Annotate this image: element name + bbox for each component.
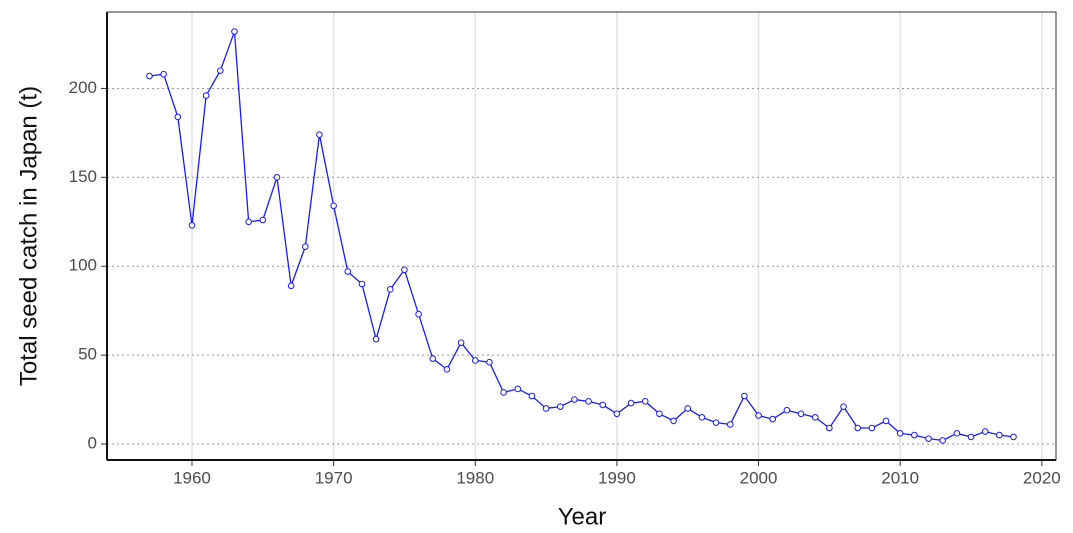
data-point	[882, 417, 890, 425]
data-point	[953, 430, 961, 437]
data-point	[741, 392, 748, 400]
x-tick-label: 2000	[740, 468, 778, 487]
data-point	[925, 435, 932, 442]
data-point	[287, 282, 295, 290]
data-point	[769, 415, 777, 423]
data-point	[585, 398, 592, 405]
data-line	[149, 31, 1014, 442]
data-point	[712, 419, 720, 426]
x-axis-title: Year	[558, 503, 607, 530]
data-point	[401, 266, 408, 274]
y-tick-label: 150	[69, 167, 97, 186]
x-tick-label: 2020	[1023, 468, 1061, 487]
data-point	[514, 385, 522, 393]
y-tick-label: 0	[88, 433, 97, 452]
data-point	[571, 396, 578, 403]
data-point	[542, 405, 550, 412]
data-point	[811, 414, 819, 421]
data-point	[641, 398, 649, 405]
data-point	[656, 410, 663, 418]
data-point	[372, 335, 380, 343]
data-point	[174, 113, 182, 121]
data-point	[259, 216, 267, 224]
data-point	[358, 280, 366, 288]
x-tick-label: 2010	[881, 468, 919, 487]
data-point	[386, 286, 394, 293]
data-point	[273, 174, 281, 181]
data-point	[896, 430, 904, 437]
data-point	[415, 310, 422, 318]
data-point	[826, 424, 833, 432]
data-point	[146, 72, 153, 80]
data-point	[330, 202, 337, 210]
x-tick-label: 1960	[173, 468, 211, 487]
data-point	[599, 401, 607, 409]
data-point	[160, 70, 167, 78]
y-tick-label: 200	[69, 78, 97, 97]
data-point	[1010, 433, 1017, 441]
y-tick-label: 100	[69, 256, 97, 275]
data-point	[755, 412, 762, 419]
data-point	[202, 92, 210, 99]
x-tick-label: 1970	[315, 468, 353, 487]
data-point	[967, 433, 975, 441]
data-point	[556, 403, 564, 410]
data-point	[217, 67, 224, 74]
data-point	[854, 424, 862, 432]
data-point	[231, 28, 238, 35]
x-tick-label: 1990	[598, 468, 636, 487]
data-point	[344, 268, 352, 275]
data-point	[783, 406, 791, 414]
data-point	[939, 437, 946, 444]
data-point	[245, 218, 252, 226]
x-tick-label: 1980	[456, 468, 494, 487]
data-point	[684, 405, 692, 412]
data-point	[528, 392, 536, 400]
data-point	[429, 355, 437, 362]
data-point	[698, 414, 706, 421]
data-point	[316, 131, 323, 138]
data-point	[471, 357, 479, 364]
y-axis-title: Total seed catch in Japan (t)	[15, 86, 42, 386]
data-point	[627, 399, 635, 407]
data-point	[500, 389, 507, 396]
data-point	[188, 222, 196, 229]
data-point	[797, 410, 805, 418]
data-point	[726, 421, 734, 428]
data-point	[613, 410, 621, 418]
data-point	[301, 243, 309, 250]
data-point	[868, 424, 876, 432]
data-point	[911, 431, 918, 439]
data-point	[840, 403, 847, 410]
data-point	[443, 366, 451, 373]
plot-border	[106, 11, 1057, 461]
data-point	[996, 431, 1003, 439]
y-tick-label: 50	[78, 345, 97, 364]
data-point	[486, 358, 493, 366]
data-point	[981, 428, 989, 435]
data-point	[457, 339, 465, 346]
data-point	[670, 417, 677, 425]
